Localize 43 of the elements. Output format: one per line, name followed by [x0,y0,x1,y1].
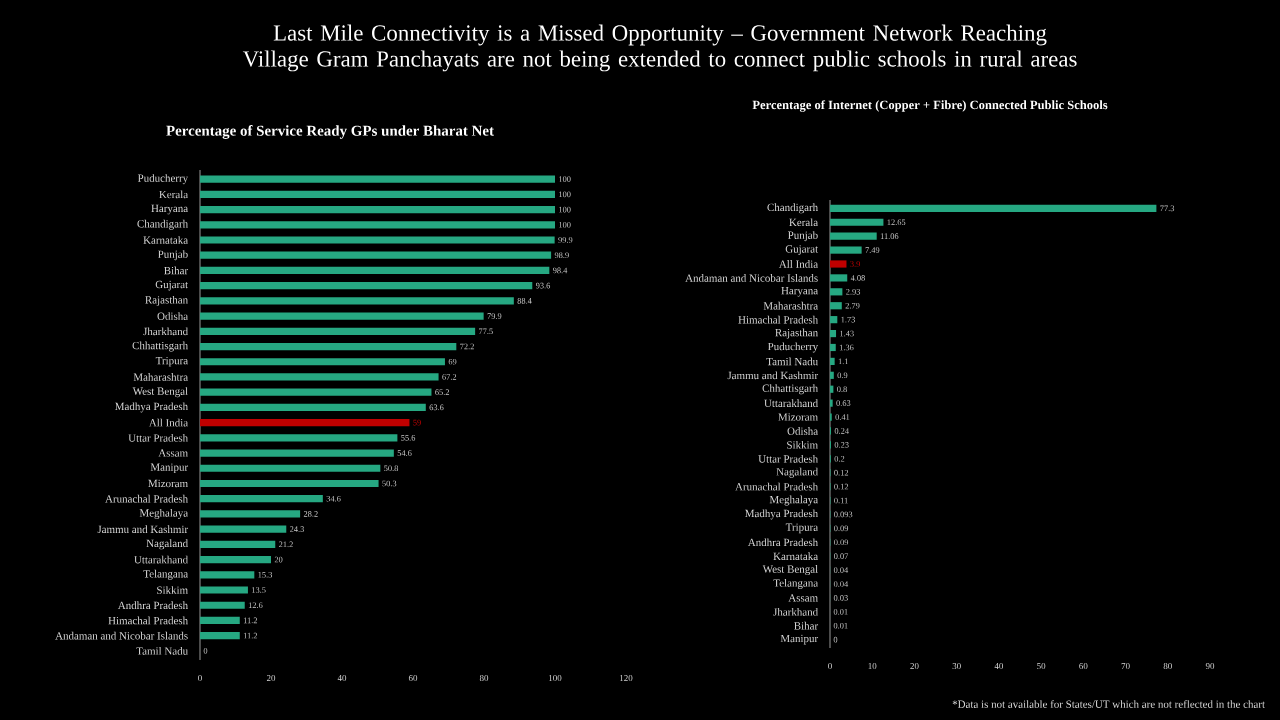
bar [830,329,837,338]
bar [200,632,240,640]
bar [830,260,847,268]
chart-title: Last Mile Connectivity is a Missed Opportunity – Government Network Reaching Village Gram Panchayats are not being extended to connect public schools in rural areas [242,24,1077,72]
bar [830,232,877,240]
bar [200,464,381,472]
bar [830,288,843,296]
bar [200,373,439,381]
bar [200,221,556,229]
bar [200,282,533,290]
bar [200,403,426,411]
bar [200,586,248,594]
bar [830,302,842,310]
bar [200,297,514,305]
bar [200,571,255,579]
bar [200,525,287,533]
bar [200,601,245,609]
bar [200,251,552,259]
bar [200,312,484,320]
bar [200,510,301,518]
bar [200,266,550,275]
bar [830,274,848,282]
bar [200,555,271,564]
bar [200,540,276,548]
bar [200,479,379,488]
bar [200,342,457,351]
bar [200,434,398,442]
bar [200,419,410,427]
bar [830,343,836,352]
bar [200,175,556,183]
bar [830,246,862,254]
bar [200,449,394,457]
bar [200,388,432,396]
bar [200,236,555,244]
bar [830,316,838,324]
bar [200,205,556,214]
bar [200,327,476,335]
bar [200,190,556,198]
bar [200,358,445,366]
bar [830,218,884,226]
bar [200,616,240,625]
bar [830,204,1157,212]
bar [200,495,323,503]
